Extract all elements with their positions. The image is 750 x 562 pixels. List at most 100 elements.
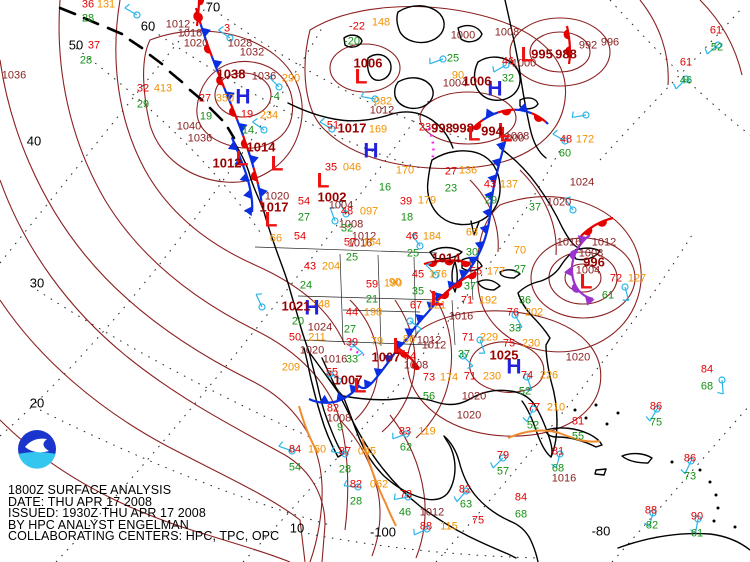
station-pressure: 230: [521, 337, 541, 350]
graticule-label: 20: [29, 395, 45, 411]
station-dewpoint: 33: [345, 353, 359, 366]
station-temperature: 88: [644, 504, 658, 517]
station-plot: [690, 515, 702, 534]
graticule-label: 50: [68, 37, 84, 53]
station-pressure: 70: [513, 244, 527, 257]
isobar-label: 996: [600, 36, 620, 49]
low-center-symbol: L: [354, 65, 368, 89]
isobar-label: 1032: [239, 46, 265, 59]
isobar-label: 1024: [569, 176, 595, 189]
isobar-label: 1008: [494, 26, 520, 39]
station-temperature: 82: [458, 483, 472, 496]
station-plot: [413, 525, 431, 536]
low-center-symbol: L: [353, 374, 367, 398]
low-center-symbol: L: [392, 334, 406, 358]
low-center-symbol: L: [579, 270, 593, 294]
station-plot: [459, 352, 474, 369]
station-temperature: 77: [527, 401, 541, 414]
trough-front: [507, 429, 601, 443]
low-center-symbol: L: [235, 147, 249, 171]
station-dewpoint: 25: [406, 247, 420, 260]
station-dewpoint: 52: [518, 385, 532, 398]
pressure-value: 1014: [246, 139, 276, 155]
station-plot: [319, 117, 336, 133]
borders-layer: [254, 246, 474, 397]
station-temperature: 71: [463, 370, 477, 383]
pressure-value: 1017: [259, 199, 289, 215]
station-dewpoint: 60: [558, 147, 572, 160]
station-dewpoint: 52: [710, 41, 724, 54]
station-dewpoint: 27: [513, 263, 527, 276]
isobar-label: 1012: [421, 339, 447, 352]
station-pressure: 90: [388, 276, 402, 289]
station-temperature: 84: [288, 443, 302, 456]
station-dewpoint: 61: [690, 527, 704, 540]
station-pressure: 350: [215, 92, 235, 105]
station-pressure: 177: [486, 265, 506, 278]
graticule-label: 70: [205, 0, 221, 15]
station-temperature: 51: [326, 119, 340, 132]
isobar-label: 1008: [403, 359, 429, 372]
station-plot: [393, 493, 412, 501]
station-dewpoint: 9: [336, 421, 344, 434]
pressure-value: 1007: [333, 372, 363, 388]
isobar-label: 1036: [1, 69, 27, 82]
isobar-label: 1012: [351, 230, 377, 243]
station-pressure: 174: [439, 371, 459, 384]
station-plot: [338, 200, 350, 218]
station-temperature: 79: [496, 449, 510, 462]
graticule-label: 30: [29, 275, 45, 291]
isobar-label: 1020: [565, 351, 591, 364]
station-pressure: 192: [478, 294, 498, 307]
station-pressure: 045: [357, 445, 377, 458]
station-dewpoint: 30: [465, 246, 479, 259]
station-temperature: 87: [338, 445, 352, 458]
station-dewpoint: 33: [508, 322, 522, 335]
station-temperature: 81: [571, 415, 585, 428]
station-pressure: 170: [395, 164, 415, 177]
station-dewpoint: 57: [496, 465, 510, 478]
station-temperature: 74: [520, 369, 534, 382]
station-temperature: 83: [398, 425, 412, 438]
low-center-symbol: L: [264, 208, 278, 232]
warm-front: [437, 271, 477, 301]
station-temperature: 67: [409, 299, 423, 312]
station-dewpoint: 73: [683, 470, 697, 483]
station-dewpoint: -4: [270, 90, 280, 103]
station-dewpoint: 68: [514, 508, 528, 521]
station-dewpoint: 14: [241, 124, 255, 137]
pressure-value: 1021: [281, 298, 311, 314]
graticule-label: -100: [369, 524, 397, 540]
station-dewpoint: 55: [571, 430, 585, 443]
station-pressure: 154: [362, 236, 382, 249]
isobar-label: 1012: [165, 18, 191, 31]
graticule-label: 40: [26, 133, 42, 149]
island-specks: [573, 403, 737, 529]
station-temperature: 54: [297, 195, 311, 208]
station-dewpoint: 28: [81, 12, 95, 25]
station-pressure: 097: [359, 205, 379, 218]
station-plot: [392, 430, 410, 440]
station-dewpoint: 29: [136, 98, 150, 111]
station-temperature: 23: [418, 121, 432, 134]
station-temperature: 88: [419, 520, 433, 533]
isobar-label: 1020: [299, 344, 325, 357]
isobar-label: 1016: [322, 353, 348, 366]
isobar-label: 1024: [307, 321, 333, 334]
station-dewpoint: 37: [528, 201, 542, 214]
station-temperature: 55: [469, 265, 483, 278]
station-pressure: 115: [440, 520, 458, 533]
isobar-label: 1040: [176, 120, 202, 133]
pressure-value: 1002: [317, 189, 347, 205]
pressure-value: 994: [481, 123, 503, 139]
isobar-label: 1028: [227, 37, 253, 50]
station-plot: [429, 55, 447, 65]
warm-front: [563, 25, 572, 65]
station-pressure: 234: [259, 109, 279, 122]
station-temperature: 71: [461, 331, 475, 344]
station-plot: [522, 405, 537, 423]
station-plot: [406, 317, 422, 333]
station-pressure: 179: [417, 194, 437, 207]
station-dewpoint: 46: [679, 74, 693, 87]
isobar-label: 1020: [264, 190, 290, 203]
